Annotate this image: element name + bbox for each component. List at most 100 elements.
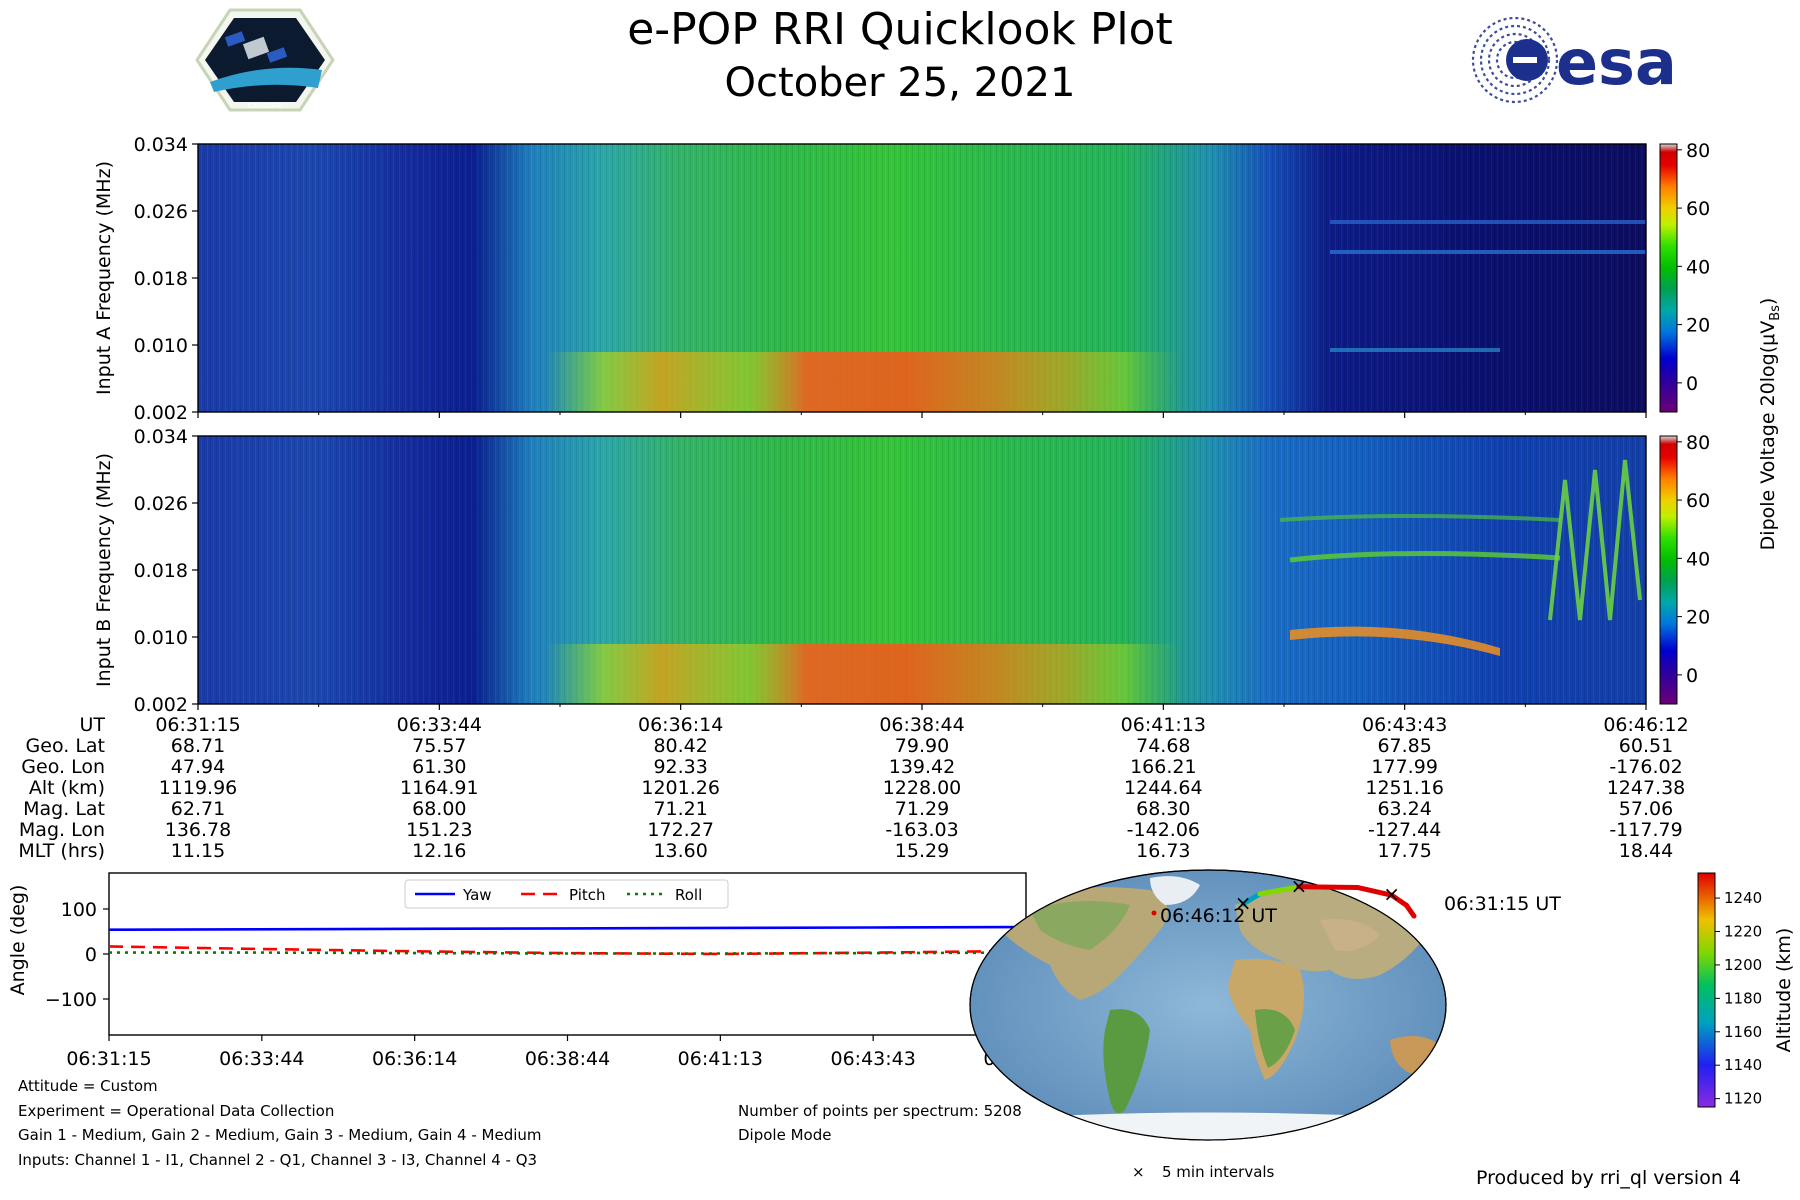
attitude-series — [108, 925, 1027, 956]
marker-legend-symbol: × — [1132, 1163, 1145, 1181]
ephemeris-cell: 1164.91 — [400, 777, 479, 799]
ephemeris-cell: 172.27 — [647, 819, 713, 841]
track-end-point — [1151, 910, 1157, 916]
ephemeris-cell: 79.90 — [895, 735, 949, 757]
attitude-mode-text: Attitude = Custom — [18, 1077, 158, 1095]
attitude-plot: 100 0 −100 06:31:15 06:33:44 06:36:14 06:38:4… — [7, 872, 1069, 1070]
ephemeris-cell: 74.68 — [1136, 735, 1190, 757]
colorbar-tick-label: 40 — [1686, 548, 1710, 570]
ephemeris-cell: 18.44 — [1619, 840, 1673, 862]
ephemeris-cell: 166.21 — [1130, 756, 1196, 778]
track-interval-marker: × — [1235, 891, 1252, 915]
ephemeris-cell: 12.16 — [412, 840, 466, 862]
produced-by-text: Produced by rri_ql version 4 — [1476, 1167, 1741, 1189]
attitude-y-axis: 100 0 −100 — [45, 899, 109, 1011]
altitude-tick-label: 1140 — [1724, 1056, 1762, 1074]
marker-legend-label: 5 min intervals — [1162, 1163, 1275, 1181]
altitude-colorbar: 1120 1140 1160 1180 1200 1220 1240 Altitude (k… — [1697, 872, 1795, 1108]
ground-track-segment — [1355, 885, 1395, 898]
attitude-series-yaw — [108, 925, 1027, 932]
experiment-text: Experiment = Operational Data Collection — [18, 1102, 334, 1120]
ephemeris-cell: 68.71 — [171, 735, 225, 757]
map-continents — [980, 876, 1440, 1140]
ephemeris-cell: 62.71 — [171, 798, 225, 820]
ephemeris-cell: 06:36:14 — [638, 714, 723, 736]
ephemeris-row-label: Mag. Lat — [23, 798, 105, 820]
track-interval-marker: × — [1290, 874, 1307, 898]
ground-track: × × × — [1151, 874, 1417, 919]
ephemeris-cell: 13.60 — [653, 840, 707, 862]
colorbar-tick-label: 20 — [1686, 315, 1710, 337]
ephemeris-cell: 06:43:43 — [1362, 714, 1447, 736]
ground-track-map: × × × 06:46:12 UT 06:31:15 UT × 5 min inte… — [969, 869, 1561, 1181]
spectrogram-b-y-axis: 0.002 0.010 0.018 0.026 0.034 — [134, 426, 198, 716]
spectrogram-b-ytick-label: 0.002 — [134, 694, 188, 716]
points-per-spectrum-text: Number of points per spectrum: 5208 — [738, 1102, 1022, 1120]
ephemeris-cell: 17.75 — [1377, 840, 1431, 862]
colorbar-b — [1659, 435, 1678, 705]
ephemeris-cell: 63.24 — [1377, 798, 1431, 820]
ephemeris-cell: 06:33:44 — [397, 714, 482, 736]
ephemeris-cell: 1244.64 — [1124, 777, 1203, 799]
colorbar-tick-label: 60 — [1686, 490, 1710, 512]
ephemeris-cell: 1201.26 — [641, 777, 720, 799]
inputs-text: Inputs: Channel 1 - I1, Channel 2 - Q1, … — [18, 1151, 537, 1169]
spectrogram-b — [197, 435, 1647, 705]
ground-track-segment — [1296, 884, 1361, 891]
spectrogram-b-ytick-label: 0.018 — [134, 560, 188, 582]
colorbar-a — [1659, 143, 1678, 413]
ephemeris-cell: 47.94 — [171, 756, 225, 778]
ephemeris-cell: 75.57 — [412, 735, 466, 757]
ephemeris-cell: -142.06 — [1127, 819, 1200, 841]
attitude-xtick-label: 06:41:13 — [678, 1048, 763, 1070]
attitude-ytick-label: −100 — [45, 989, 97, 1011]
ephemeris-cell: 177.99 — [1371, 756, 1437, 778]
ground-track-segment — [1240, 891, 1263, 907]
colorbar-tick-label: 0 — [1686, 665, 1698, 687]
ephemeris-cell: -117.79 — [1609, 819, 1682, 841]
ephemeris-cell: 06:31:15 — [155, 714, 240, 736]
ephemeris-cell: 60.51 — [1619, 735, 1673, 757]
spectrogram-a-ytick-label: 0.018 — [134, 268, 188, 290]
altitude-tick-label: 1240 — [1724, 889, 1762, 907]
ephemeris-row-label: Alt (km) — [29, 777, 105, 799]
spectrogram-b-ytick-label: 0.026 — [134, 493, 188, 515]
spectrogram-a-ytick-label: 0.002 — [134, 402, 188, 424]
ephemeris-cell: 1247.38 — [1607, 777, 1686, 799]
attitude-ytick-label: 100 — [61, 899, 97, 921]
ephemeris-cell: 67.85 — [1377, 735, 1431, 757]
ephemeris-cell: 1251.16 — [1365, 777, 1444, 799]
attitude-xtick-label: 06:36:14 — [372, 1048, 457, 1070]
spectrogram-b-ylabel: Input B Frequency (MHz) — [93, 453, 115, 687]
altitude-tick-label: 1200 — [1724, 956, 1762, 974]
spectrogram-b-ytick-label: 0.034 — [134, 426, 188, 448]
altitude-tick-label: 1180 — [1724, 989, 1762, 1007]
cassiope-logo: CASSIOPE — [195, 8, 335, 112]
ephemeris-cell: -163.03 — [885, 819, 958, 841]
spectrogram-a — [197, 143, 1647, 413]
attitude-xtick-label: 06:38:44 — [525, 1048, 610, 1070]
ephemeris-cell: -176.02 — [1609, 756, 1682, 778]
ephemeris-cell: 1119.96 — [159, 777, 238, 799]
ephemeris-cell: 11.15 — [171, 840, 225, 862]
attitude-xtick-label: 06:31:15 — [66, 1048, 151, 1070]
legend-label-pitch: Pitch — [569, 886, 606, 904]
altitude-tick-label: 1120 — [1724, 1090, 1762, 1108]
ephemeris-cell: 151.23 — [406, 819, 472, 841]
ephemeris-cell: 16.73 — [1136, 840, 1190, 862]
altitude-colorbar-label: Altitude (km) — [1773, 928, 1795, 1053]
spectrogram-a-ytick-label: 0.034 — [134, 134, 188, 156]
spectrogram-a-ylabel: Input A Frequency (MHz) — [93, 161, 115, 395]
legend-label-yaw: Yaw — [462, 886, 492, 904]
ephemeris-cell: 57.06 — [1619, 798, 1673, 820]
ephemeris-row-label: UT — [79, 714, 105, 736]
attitude-series-roll — [109, 951, 1027, 955]
attitude-x-axis: 06:31:15 06:33:44 06:36:14 06:38:44 06:41:13… — [66, 1035, 1069, 1070]
cassiope-logo-text: CASSIOPE — [248, 102, 283, 110]
esa-logo-text: esa — [1556, 26, 1677, 99]
altitude-tick-label: 1220 — [1724, 923, 1762, 941]
colorbar-tick-label: 80 — [1686, 432, 1710, 454]
map-end-label: 06:46:12 UT — [1160, 905, 1277, 927]
